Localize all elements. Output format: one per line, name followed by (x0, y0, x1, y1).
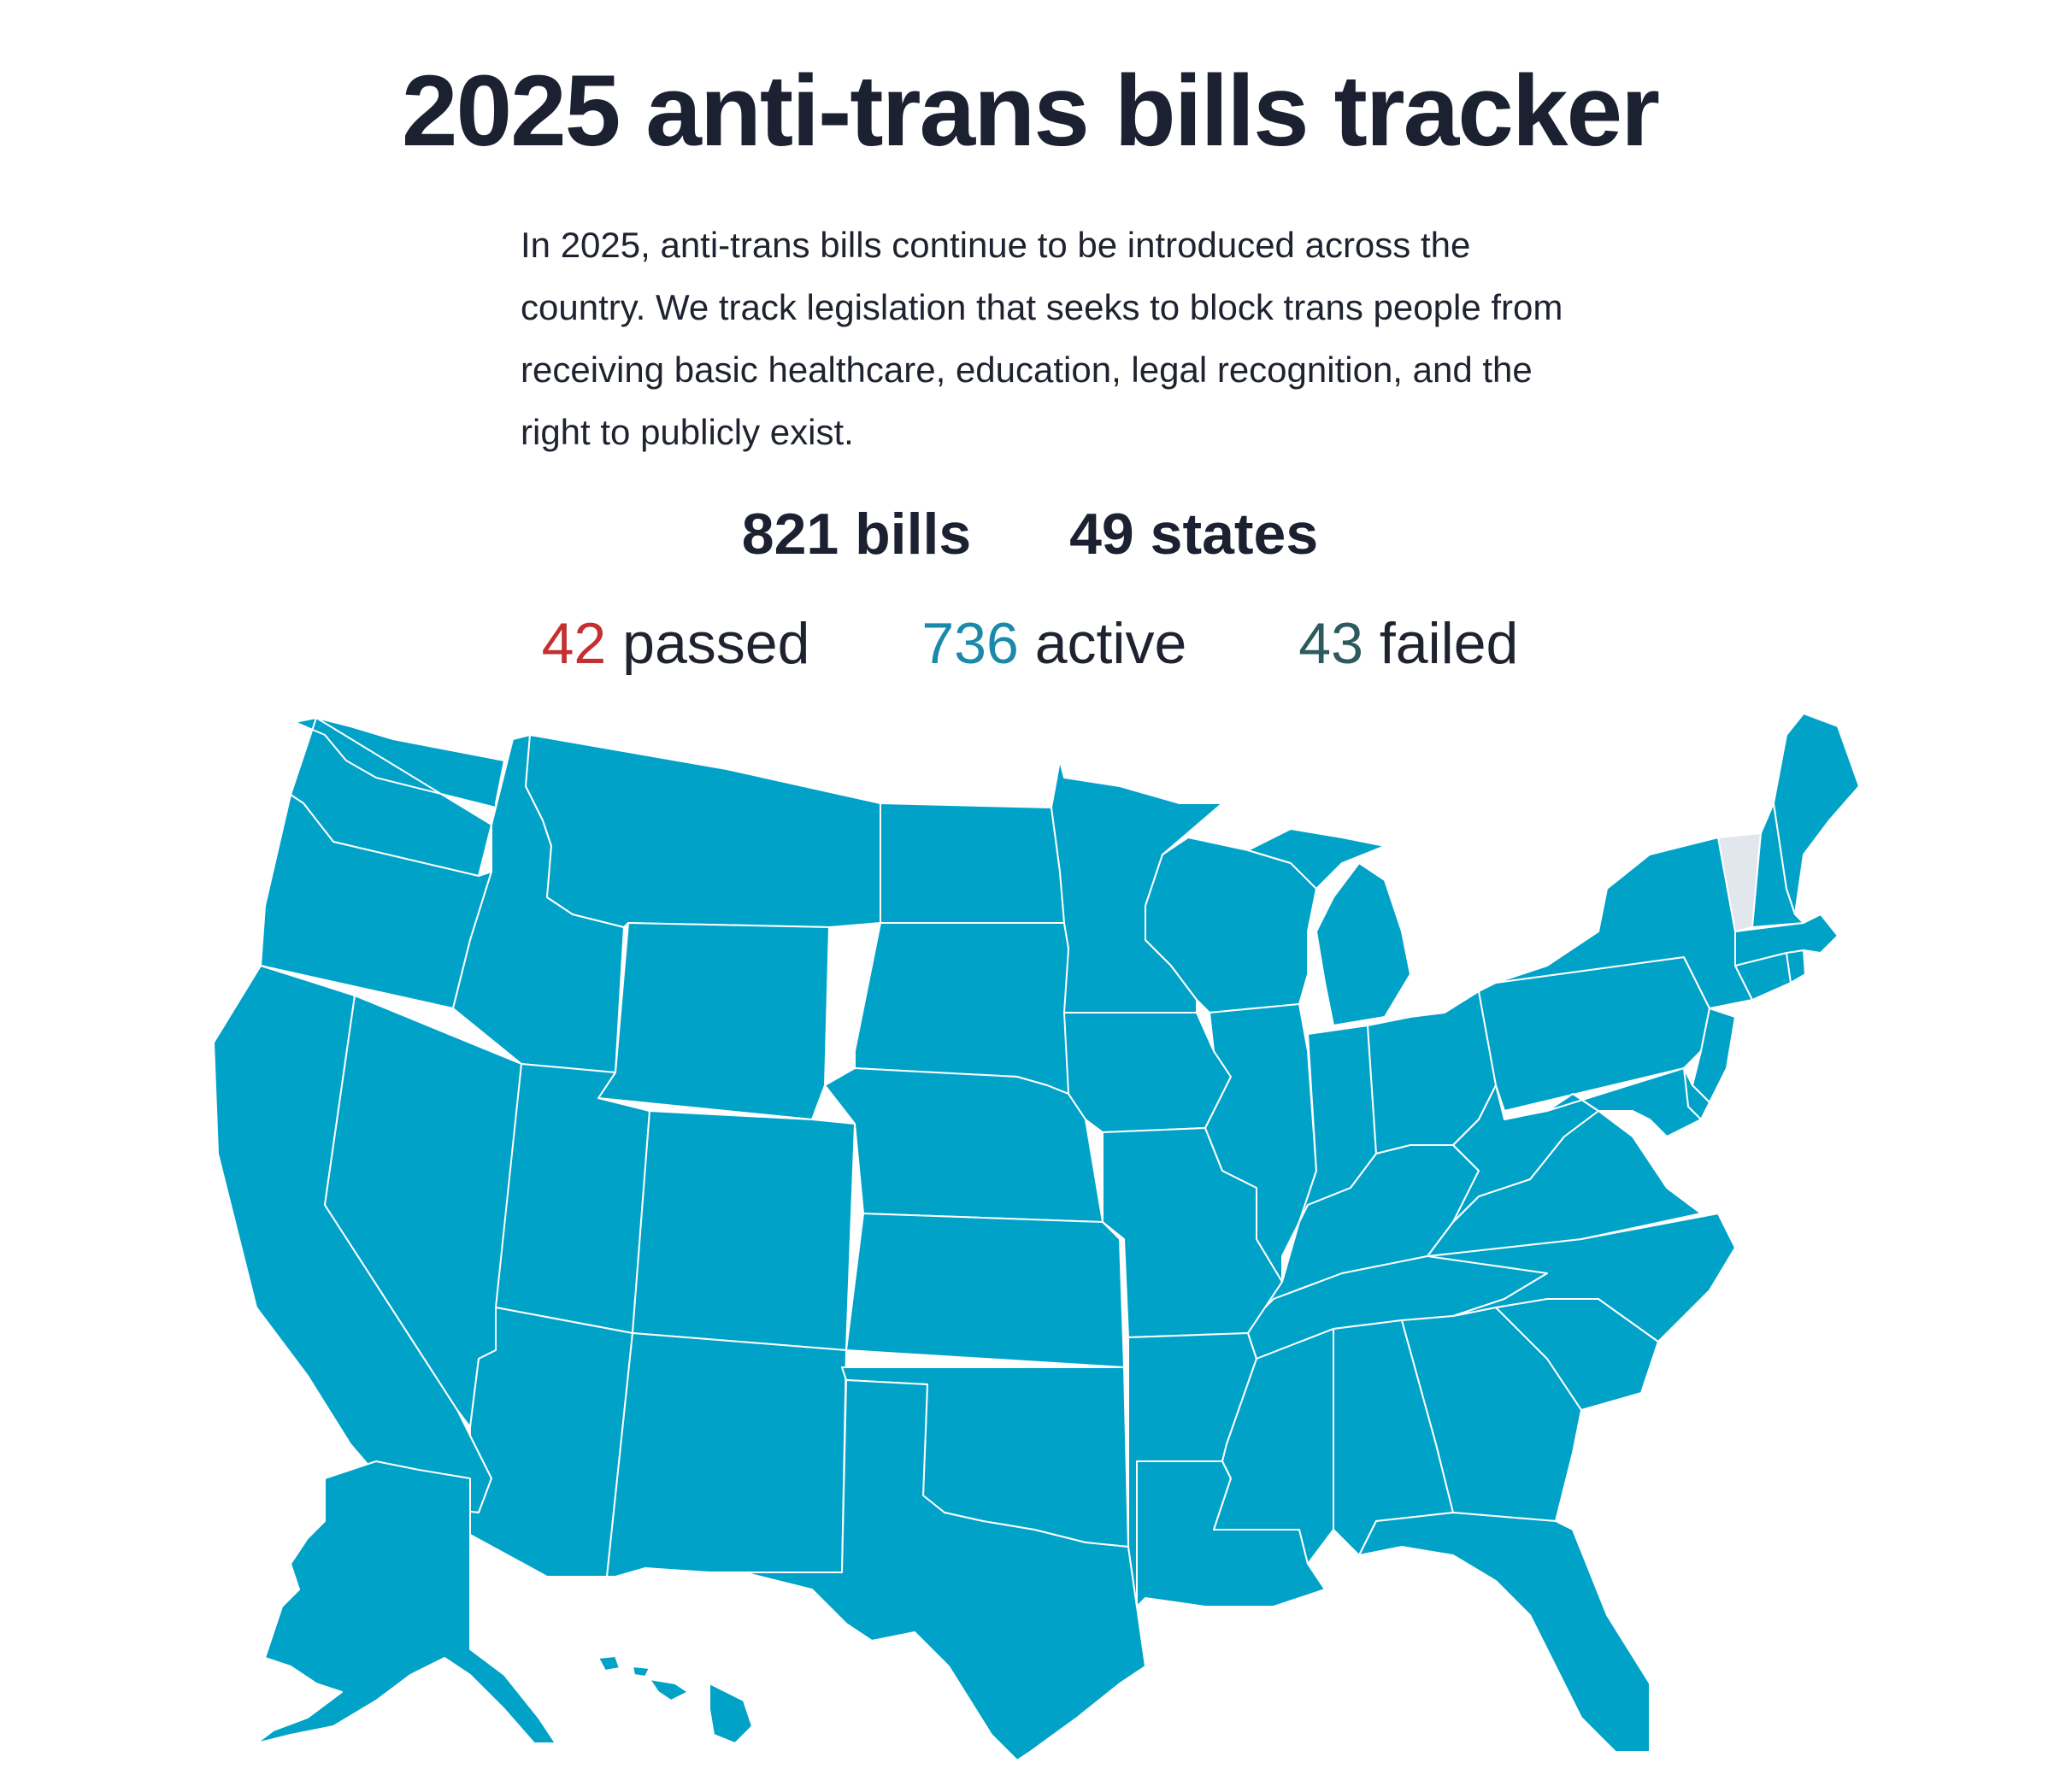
status-failed[interactable]: 43 failed (1298, 611, 1518, 676)
state-sd[interactable] (854, 922, 1069, 1095)
failed-count: 43 (1298, 611, 1363, 676)
us-states-map (213, 713, 1860, 1761)
state-ia[interactable] (1063, 1012, 1232, 1133)
state-mi[interactable] (1247, 828, 1411, 1026)
page-title: 2025 anti-trans bills tracker (401, 55, 1660, 167)
state-mt[interactable] (525, 734, 881, 928)
totals-summary: 821 bills 49 states (0, 496, 2060, 573)
passed-count: 42 (541, 611, 607, 676)
total-bills: 821 bills (741, 502, 972, 567)
state-ri[interactable] (1786, 949, 1806, 984)
active-label: active (1034, 611, 1187, 676)
state-nd[interactable] (880, 802, 1065, 924)
state-nm[interactable] (606, 1332, 847, 1578)
passed-label: passed (622, 611, 810, 676)
status-passed[interactable]: 42 passed (542, 611, 827, 676)
state-me[interactable] (1773, 713, 1860, 915)
status-summary: 42 passed 736 active 43 failed (0, 605, 2060, 682)
state-ne[interactable] (824, 1067, 1104, 1223)
failed-label: failed (1379, 611, 1519, 676)
state-fl[interactable] (1358, 1512, 1651, 1753)
state-md[interactable] (1546, 1067, 1702, 1137)
status-active[interactable]: 736 active (921, 611, 1203, 676)
total-states: 49 states (1069, 502, 1319, 567)
state-ak[interactable] (256, 1460, 556, 1744)
state-ut[interactable] (495, 1063, 650, 1334)
state-ma[interactable] (1734, 914, 1839, 967)
state-nc[interactable] (1427, 1213, 1736, 1343)
state-ms[interactable] (1213, 1328, 1334, 1565)
state-co[interactable] (632, 1110, 856, 1351)
state-hi[interactable] (597, 1655, 753, 1744)
active-count: 736 (921, 611, 1019, 676)
state-wy[interactable] (597, 922, 830, 1120)
state-ks[interactable] (845, 1213, 1125, 1368)
state-tx[interactable] (709, 1379, 1146, 1761)
intro-paragraph: In 2025, anti-trans bills continue to be… (521, 225, 1563, 452)
